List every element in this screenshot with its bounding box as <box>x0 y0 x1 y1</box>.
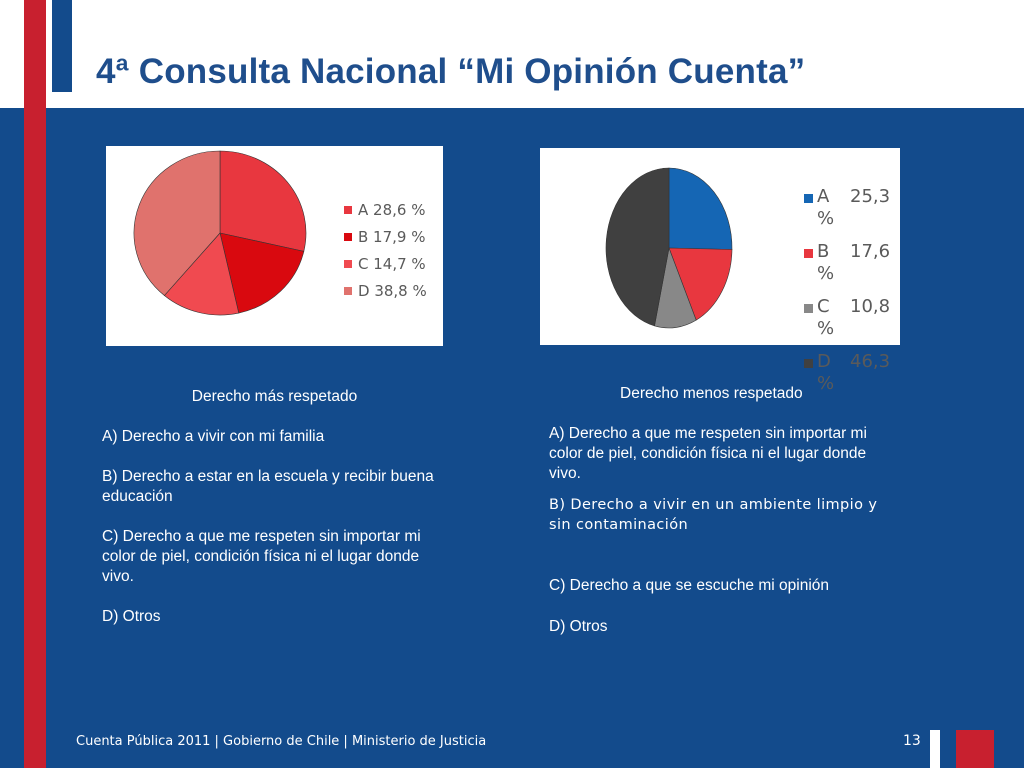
chart-1-legend-item-d: D 38,8 % <box>344 277 427 304</box>
chart-1-legend: A 28,6 % B 17,9 % C 14,7 % D 38,8 % <box>344 196 427 304</box>
legend-letter-a: A <box>817 186 830 207</box>
legend-unit-c: % <box>817 318 835 339</box>
legend-value-a: 25,3 <box>850 186 891 207</box>
right-column-heading: Derecho menos respetado <box>620 385 803 402</box>
left-column-heading: Derecho más respetado <box>191 388 358 405</box>
left-item-b: B) Derecho a estar en la escuela y recib… <box>102 468 434 505</box>
legend-swatch-d <box>804 359 813 368</box>
legend-swatch-b <box>804 249 813 258</box>
legend-swatch-d <box>344 286 352 295</box>
left-item-c: C) Derecho a que me respeten sin importa… <box>102 528 421 585</box>
legend-unit-a: % <box>817 208 835 229</box>
legend-value-c: 10,8 <box>850 296 891 317</box>
legend-swatch-a <box>804 194 813 203</box>
right-item-a: A) Derecho a que me respeten sin importa… <box>549 425 867 482</box>
left-column: Derecho más respetado A) Derecho a vivir… <box>102 387 447 627</box>
pie-slice-c <box>163 232 240 316</box>
legend-value-d: 46,3 <box>850 351 891 372</box>
chart-1-pie <box>133 150 307 316</box>
chart-2-legend: A 25,3 % B 17,6 % C 10,8 % D 46,3 % <box>804 186 904 406</box>
chart-2-legend-item-c: C 10,8 % <box>804 296 904 351</box>
left-item-d: D) Otros <box>102 608 161 625</box>
red-side-bar <box>24 0 46 768</box>
chart-1-box: A 28,6 % B 17,9 % C 14,7 % D 38,8 % <box>106 146 443 346</box>
chart-1-legend-item-a: A 28,6 % <box>344 196 427 223</box>
legend-unit-b: % <box>817 263 835 284</box>
chart-1-legend-item-c: C 14,7 % <box>344 250 427 277</box>
chart-2-pie <box>605 167 733 329</box>
legend-letter-b: B <box>817 241 830 262</box>
legend-label-a: A 28,6 % <box>358 200 426 219</box>
page-number: 13 <box>903 733 921 749</box>
right-item-d: D) Otros <box>549 618 608 635</box>
left-item-a: A) Derecho a vivir con mi familia <box>102 428 325 445</box>
legend-letter-c: C <box>817 296 830 317</box>
pie-slice-b <box>668 247 733 321</box>
header-band <box>0 0 1024 108</box>
chart-2-legend-item-b: B 17,6 % <box>804 241 904 296</box>
pie-slice-d <box>133 150 221 296</box>
pie-slice-d <box>605 167 670 327</box>
pie-slice-b <box>219 232 305 314</box>
chart-2-box <box>540 148 900 345</box>
right-column: A) Derecho a que me respeten sin importa… <box>549 424 879 637</box>
chart-2-legend-item-a: A 25,3 % <box>804 186 904 241</box>
legend-swatch-c <box>804 304 813 313</box>
blue-side-strip <box>52 0 72 92</box>
legend-swatch-b <box>344 232 352 241</box>
chart-1-legend-item-b: B 17,9 % <box>344 223 427 250</box>
pie-slice-a <box>668 167 733 250</box>
right-column-heading-wrap: Derecho menos respetado <box>620 384 830 404</box>
legend-unit-d: % <box>817 373 835 394</box>
footer-text: Cuenta Pública 2011 | Gobierno de Chile … <box>76 734 487 749</box>
legend-label-b: B 17,9 % <box>358 227 426 246</box>
legend-label-d: D 38,8 % <box>358 281 427 300</box>
right-item-c: C) Derecho a que se escuche mi opinión <box>549 577 830 594</box>
pie-slice-a <box>219 150 307 252</box>
corner-white-block <box>930 730 940 768</box>
legend-swatch-a <box>344 205 352 214</box>
right-item-b: B) Derecho a vivir en un ambiente limpio… <box>549 497 878 533</box>
corner-blue-block <box>940 730 950 768</box>
slide-title: 4ª Consulta Nacional “Mi Opinión Cuenta” <box>96 52 806 91</box>
legend-letter-d: D <box>817 351 831 372</box>
legend-value-b: 17,6 <box>850 241 891 262</box>
corner-red-block <box>956 730 994 768</box>
chart-2-legend-item-d: D 46,3 % <box>804 351 904 406</box>
legend-swatch-c <box>344 259 352 268</box>
legend-label-c: C 14,7 % <box>358 254 426 273</box>
